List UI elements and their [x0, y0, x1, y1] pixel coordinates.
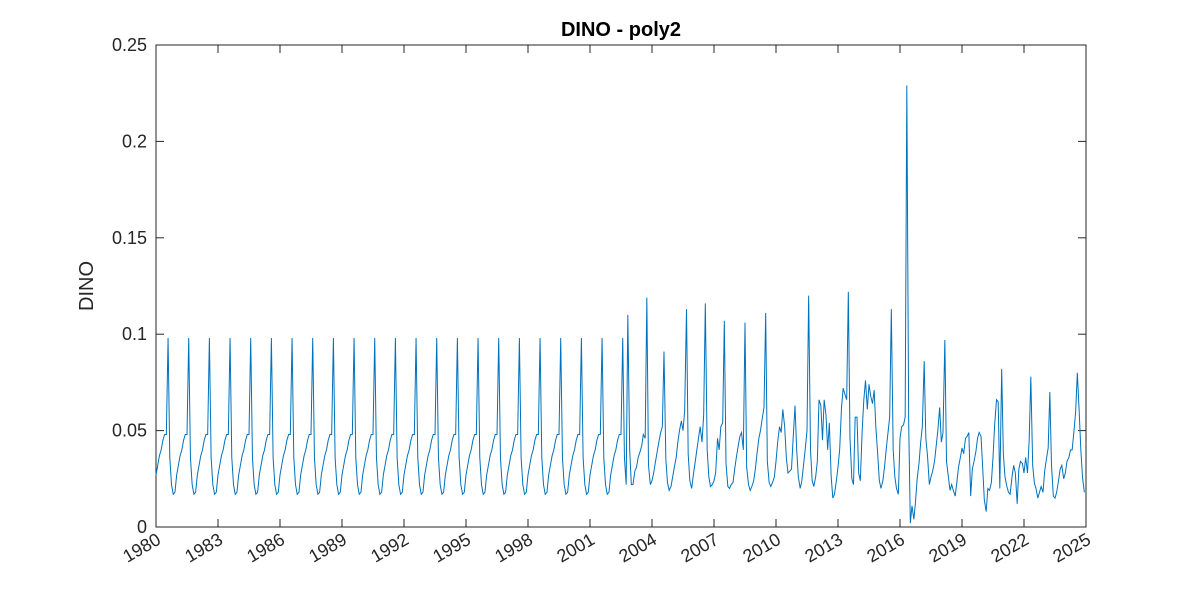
x-tick-label: 1983: [181, 529, 226, 566]
x-tick-label: 2001: [553, 529, 598, 566]
x-tick-label: 2013: [801, 529, 846, 566]
y-tick-label: 0.25: [112, 35, 147, 55]
x-tick-label: 2022: [987, 529, 1032, 566]
x-tick-label: 1998: [491, 529, 536, 566]
x-tick-label: 1995: [429, 529, 474, 566]
chart-title: DINO - poly2: [561, 19, 681, 41]
x-tick-label: 1992: [367, 529, 412, 566]
y-axis-ticks: 0 0.05 0.1 0.15 0.2 0.25: [112, 35, 1086, 537]
x-tick-label: 2004: [615, 529, 660, 566]
series-line-dino: [155, 85, 1085, 524]
x-tick-label: 2016: [863, 529, 908, 566]
x-tick-label: 2019: [925, 529, 970, 566]
y-tick-label: 0.1: [122, 324, 147, 344]
y-tick-label: 0.05: [112, 421, 147, 441]
x-tick-label: 2007: [677, 529, 722, 566]
plot-area: [155, 44, 1087, 528]
x-tick-label: 2025: [1049, 529, 1094, 566]
x-tick-label: 1989: [305, 529, 350, 566]
y-tick-label: 0.2: [122, 131, 147, 151]
x-tick-label: 2010: [739, 529, 784, 566]
y-tick-label: 0.15: [112, 228, 147, 248]
y-tick-label: 0: [137, 517, 147, 537]
x-tick-label: 1986: [243, 529, 288, 566]
y-axis-label: DINO: [76, 261, 98, 311]
